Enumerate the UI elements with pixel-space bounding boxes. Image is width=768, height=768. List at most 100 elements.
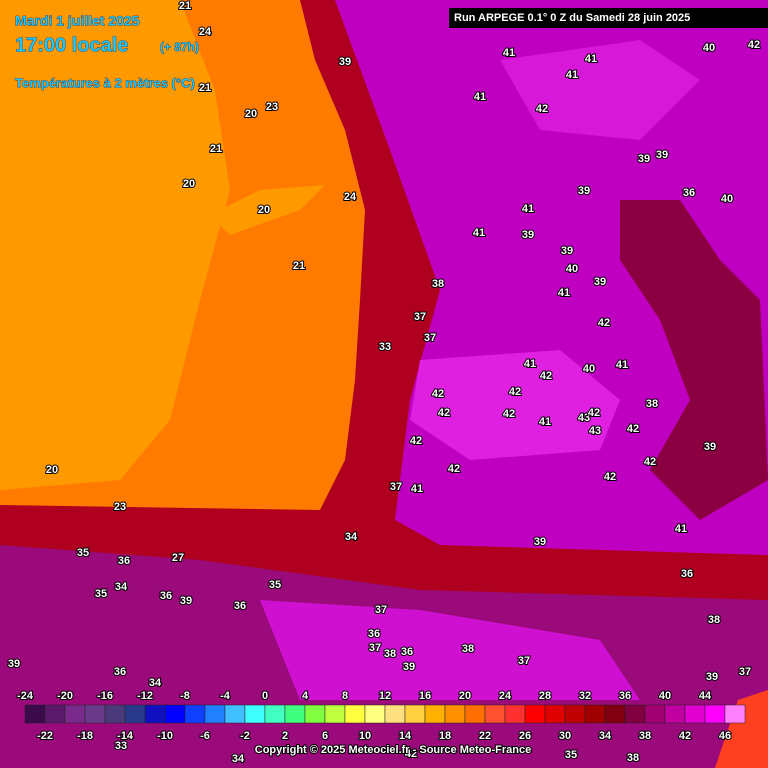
- temperature-label: 41: [522, 203, 534, 215]
- scale-tick-label: -2: [240, 730, 250, 742]
- temperature-label: 39: [339, 56, 351, 68]
- temperature-label: 35: [77, 547, 89, 559]
- scale-tick-label: -6: [200, 730, 210, 742]
- temperature-label: 35: [565, 749, 577, 761]
- temperature-label: 41: [558, 287, 570, 299]
- scale-tick-label: 30: [559, 730, 571, 742]
- temperature-label: 38: [708, 614, 720, 626]
- scale-swatch: [464, 704, 486, 724]
- scale-swatch: [284, 704, 306, 724]
- scale-swatch: [724, 704, 746, 724]
- temperature-label: 33: [115, 740, 127, 752]
- temperature-label: 39: [706, 671, 718, 683]
- temperature-label: 36: [368, 628, 380, 640]
- scale-tick-label: 4: [302, 690, 309, 702]
- date: Mardi 1 juillet 2025: [15, 13, 140, 29]
- temperature-label: 21: [293, 260, 305, 272]
- scale-swatch: [204, 704, 226, 724]
- scale-tick-label: 32: [579, 690, 591, 702]
- color-scale: -24 -20 -16 -12 -8 -4 0 4 8 12 16 20 24 28 32 36 40 44-22…: [16, 689, 746, 743]
- scale-tick-label: 36: [619, 690, 631, 702]
- temperature-label: 38: [432, 278, 444, 290]
- scale-tick-label: 10: [359, 730, 371, 742]
- scale-tick-label: -10: [157, 730, 173, 742]
- temperature-label: 23: [266, 101, 278, 113]
- scale-tick-label: -12: [137, 690, 153, 702]
- scale-tick-label: 42: [679, 730, 691, 742]
- temperature-label: 40: [703, 42, 715, 54]
- scale-tick-label: 12: [379, 690, 391, 702]
- scale-tick-label: -18: [77, 730, 93, 742]
- temperature-label: 38: [627, 752, 639, 764]
- scale-swatch: [664, 704, 686, 724]
- temperature-label: 42: [604, 471, 616, 483]
- temperature-label: 20: [258, 204, 270, 216]
- temperature-label: 37: [424, 332, 436, 344]
- temperature-label: 38: [384, 648, 396, 660]
- temperature-label: 24: [199, 26, 212, 38]
- temperature-label: 36: [401, 646, 413, 658]
- temperature-label: 39: [403, 661, 415, 673]
- temperature-label: 37: [375, 604, 387, 616]
- temperature-label: 41: [503, 47, 515, 59]
- temperature-label: 42: [598, 317, 610, 329]
- temperature-label: 36: [114, 666, 126, 678]
- temperature-label: 37: [369, 642, 381, 654]
- temperature-label: 34: [232, 753, 245, 765]
- temperature-label: 20: [46, 464, 58, 476]
- scale-swatch: [264, 704, 286, 724]
- temperature-label: 41: [585, 53, 597, 65]
- temperature-label: 36: [234, 600, 246, 612]
- run-box: [449, 8, 768, 28]
- scale-swatch: [584, 704, 606, 724]
- temperature-label: 39: [534, 536, 546, 548]
- temperature-label: 42: [627, 423, 639, 435]
- temperature-label: 40: [566, 263, 578, 275]
- scale-tick-label: -8: [180, 690, 190, 702]
- temperature-label: 39: [8, 658, 20, 670]
- temperature-label: 42: [540, 370, 552, 382]
- scale-tick-label: -24: [17, 690, 34, 702]
- temperature-label: 42: [503, 408, 515, 420]
- scale-swatch: [504, 704, 526, 724]
- temperature-label: 39: [180, 595, 192, 607]
- temperature-label: 21: [179, 0, 191, 12]
- scale-swatch: [244, 704, 266, 724]
- temperature-label: 42: [748, 39, 760, 51]
- temperature-label: 21: [199, 82, 211, 94]
- temperature-label: 36: [118, 555, 130, 567]
- sea-pocket: [210, 185, 325, 235]
- temperature-label: 21: [210, 143, 222, 155]
- scale-swatch: [64, 704, 86, 724]
- temperature-label: 42: [509, 386, 521, 398]
- scale-tick-label: 6: [322, 730, 328, 742]
- temperature-label: 41: [524, 358, 536, 370]
- scale-tick-label: -16: [97, 690, 113, 702]
- scale-tick-label: 44: [699, 690, 712, 702]
- lead-time: (+ 87h): [160, 40, 199, 54]
- scale-swatch: [224, 704, 246, 724]
- temperature-label: 36: [160, 590, 172, 602]
- scale-swatch: [164, 704, 186, 724]
- temperature-label: 24: [344, 191, 357, 203]
- open-sea-area: [0, 0, 230, 490]
- temperature-label: 40: [583, 363, 595, 375]
- hot-area: [500, 40, 700, 140]
- coastal-band: [0, 0, 768, 600]
- temperature-label: 43: [589, 425, 601, 437]
- scale-tick-label: 26: [519, 730, 531, 742]
- temperature-label: 23: [114, 501, 126, 513]
- scale-swatch: [384, 704, 406, 724]
- scale-swatch: [704, 704, 726, 724]
- temperature-label: 33: [379, 341, 391, 353]
- temperature-label: 41: [474, 91, 486, 103]
- temperature-label: 37: [518, 655, 530, 667]
- temperature-label: 39: [594, 276, 606, 288]
- temperature-label: 42: [432, 388, 444, 400]
- temperature-label: 20: [245, 108, 257, 120]
- temperature-label: 42: [644, 456, 656, 468]
- scale-tick-label: -4: [220, 690, 231, 702]
- scale-tick-label: -14: [117, 730, 134, 742]
- scale-swatch: [524, 704, 546, 724]
- scale-swatch: [24, 704, 46, 724]
